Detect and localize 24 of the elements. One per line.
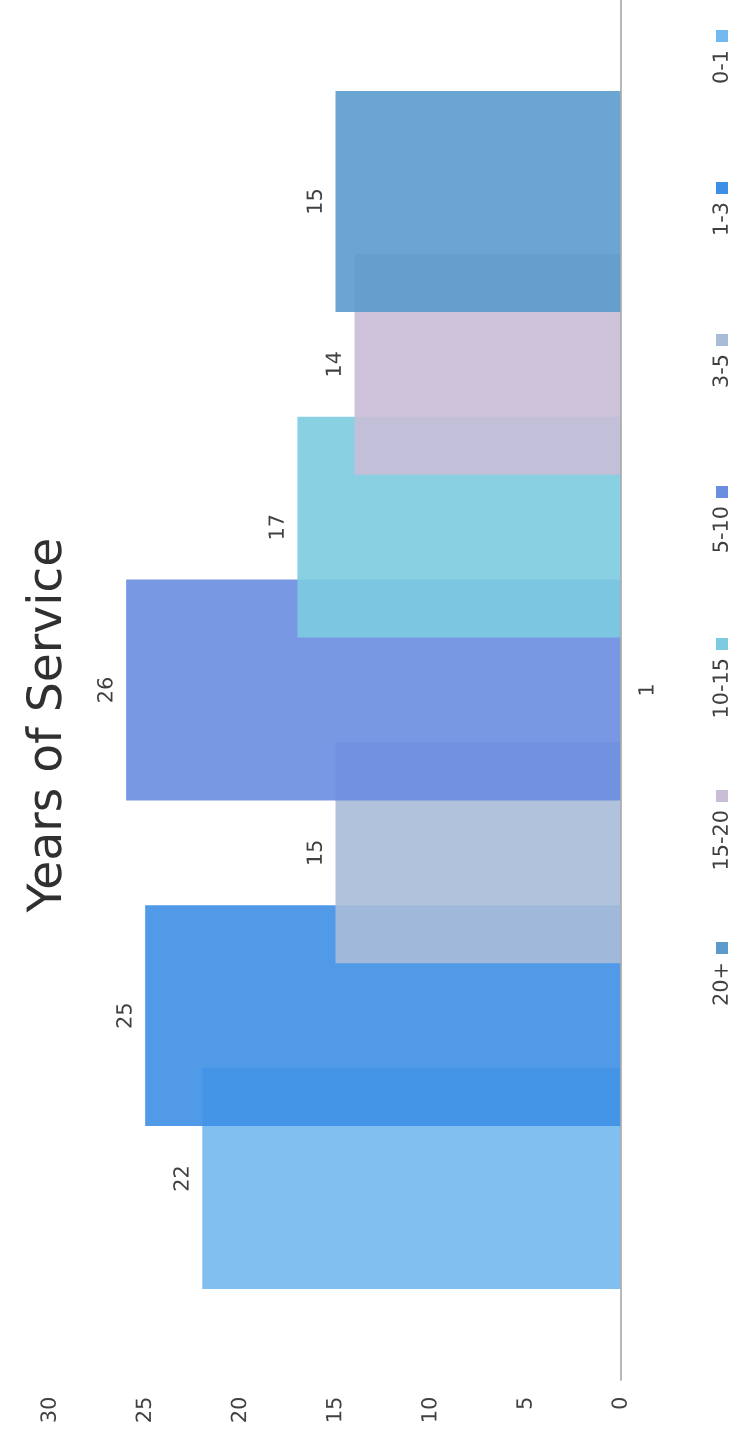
- x-tick-label: 25: [135, 1398, 152, 1422]
- legend-label: 1-3: [712, 203, 729, 234]
- legend-label: 20+: [712, 964, 729, 1005]
- data-label: 17: [268, 515, 284, 539]
- text: Years of Service: [25, 540, 62, 913]
- y-tick-label: 1: [638, 685, 654, 695]
- legend-label: 10-15: [712, 659, 729, 717]
- x-tick-label: 30: [40, 1398, 57, 1422]
- data-label: 15: [306, 841, 323, 864]
- data-label: 22: [173, 1167, 189, 1191]
- x-tick-label: 5: [516, 1398, 532, 1409]
- x-tick-label: 20: [230, 1398, 247, 1422]
- legend-label: 3-5: [712, 355, 729, 387]
- legend-label: 5-10: [712, 507, 729, 552]
- data-label: 25: [116, 1004, 132, 1028]
- data-label: 15: [306, 190, 323, 213]
- legend-label: 15-20: [712, 811, 729, 869]
- data-label: 14: [325, 352, 341, 376]
- x-tick-label: 15: [326, 1398, 342, 1421]
- legend-label: 0-1: [712, 51, 729, 83]
- x-tick-label: 0: [611, 1398, 628, 1409]
- bar: [335, 91, 621, 312]
- data-label: 26: [96, 678, 113, 702]
- x-tick-label: 10: [420, 1398, 437, 1421]
